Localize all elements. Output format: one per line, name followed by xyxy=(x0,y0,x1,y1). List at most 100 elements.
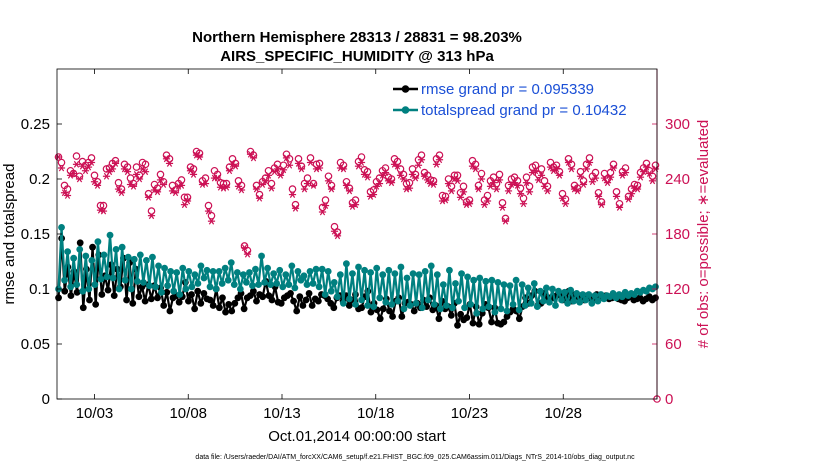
rmse-marker xyxy=(302,296,310,304)
rmse-marker xyxy=(268,296,276,304)
obs-evaluated-marker xyxy=(645,170,654,177)
totalspread-marker xyxy=(282,271,290,279)
asterisk-stroke xyxy=(604,179,611,187)
totalspread-marker xyxy=(115,285,123,293)
totalspread-marker xyxy=(73,281,81,288)
asterisk-stroke xyxy=(61,189,68,197)
obs-evaluated-marker xyxy=(243,250,252,258)
asterisk-stroke xyxy=(568,165,575,173)
totalspread-marker xyxy=(327,287,335,295)
rmse-marker xyxy=(435,315,443,323)
totalspread-marker xyxy=(306,268,314,275)
totalspread-marker xyxy=(349,270,356,277)
totalspread-marker xyxy=(406,302,414,309)
obs-evaluated-marker xyxy=(591,174,600,182)
rmse-marker xyxy=(225,301,233,308)
asterisk-stroke xyxy=(373,182,380,190)
y-left-tick-label: 0.1 xyxy=(29,281,50,298)
totalspread-marker xyxy=(142,257,150,264)
rmse-marker xyxy=(296,293,304,301)
asterisk-stroke xyxy=(280,166,287,174)
asterisk-stroke xyxy=(343,182,350,189)
obs-evaluated-marker xyxy=(555,171,564,179)
x-tick-label: 10/08 xyxy=(169,405,207,422)
rmse-marker xyxy=(299,302,307,309)
rmse-marker xyxy=(92,301,100,308)
obs-evaluated-marker xyxy=(459,188,468,196)
asterisk-stroke xyxy=(430,181,437,188)
obs-evaluated-marker xyxy=(240,244,249,252)
totalspread-marker xyxy=(336,271,344,279)
asterisk-stroke xyxy=(148,212,155,220)
obs-evaluated-marker xyxy=(417,156,426,164)
asterisk-stroke xyxy=(328,185,335,193)
obs-evaluated-marker xyxy=(633,185,642,193)
obs-evaluated-marker xyxy=(357,159,366,166)
asterisk-stroke xyxy=(247,150,254,158)
asterisk-stroke xyxy=(544,187,551,195)
totalspread-marker xyxy=(185,268,193,275)
rmse-marker xyxy=(110,292,118,299)
obs-evaluated-marker xyxy=(177,182,186,189)
obs-evaluated-marker xyxy=(129,182,138,190)
totalspread-marker xyxy=(309,280,317,287)
totalspread-marker xyxy=(258,252,265,260)
asterisk-stroke xyxy=(505,187,512,195)
y-right-tick-label: 240 xyxy=(665,171,690,188)
asterisk-stroke xyxy=(442,196,449,204)
asterisk-stroke xyxy=(502,217,509,225)
obs-evaluated-marker xyxy=(327,185,336,193)
totalspread-marker xyxy=(582,296,590,304)
totalspread-marker xyxy=(564,299,572,307)
asterisk-stroke xyxy=(628,190,635,198)
obs-evaluated-marker xyxy=(576,172,585,180)
obs-evaluated-marker xyxy=(267,184,276,192)
asterisk-stroke xyxy=(232,162,239,170)
obs-possible-marker xyxy=(141,160,150,169)
asterisk-stroke xyxy=(565,159,572,166)
asterisk-stroke xyxy=(532,167,539,175)
legend-box xyxy=(390,77,656,119)
asterisk-stroke xyxy=(334,232,341,240)
asterisk-stroke xyxy=(298,165,305,173)
totalspread-marker xyxy=(176,291,184,298)
obs-evaluated-marker xyxy=(444,180,453,187)
totalspread-marker xyxy=(333,293,341,301)
asterisk-stroke xyxy=(229,160,236,168)
totalspread-marker xyxy=(497,305,505,313)
obs-evaluated-marker xyxy=(315,164,324,172)
totalspread-marker xyxy=(252,265,259,273)
obs-possible-marker xyxy=(132,163,141,171)
asterisk-stroke xyxy=(283,154,290,162)
rmse-marker xyxy=(488,318,495,326)
asterisk-stroke xyxy=(577,172,584,180)
asterisk-stroke xyxy=(172,189,179,197)
totalspread-marker xyxy=(591,292,599,299)
asterisk-stroke xyxy=(511,179,518,187)
obs-evaluated-marker xyxy=(279,166,288,174)
asterisk-stroke xyxy=(421,172,428,180)
asterisk-stroke xyxy=(208,217,215,225)
totalspread-marker xyxy=(576,298,584,306)
asterisk-stroke xyxy=(556,171,563,179)
obs-possible-marker xyxy=(489,173,498,181)
totalspread-marker xyxy=(594,297,602,305)
asterisk-stroke xyxy=(361,171,368,178)
totalspread-marker xyxy=(152,283,159,291)
totalspread-marker xyxy=(346,295,353,303)
asterisk-stroke xyxy=(88,159,95,166)
obs-evaluated-marker xyxy=(612,193,621,200)
asterisk-stroke xyxy=(562,200,569,208)
asterisk-stroke xyxy=(295,160,302,167)
totalspread-marker xyxy=(200,274,208,282)
asterisk-stroke xyxy=(145,193,152,201)
totalspread-marker xyxy=(212,285,220,293)
asterisk-stroke xyxy=(382,169,389,176)
totalspread-marker xyxy=(303,281,311,288)
asterisk-stroke xyxy=(250,154,257,162)
asterisk-stroke xyxy=(286,161,293,169)
x-tick-label: 10/18 xyxy=(357,405,395,422)
asterisk-stroke xyxy=(475,185,482,193)
totalspread-marker xyxy=(61,276,68,284)
obs-evaluated-marker xyxy=(345,187,354,195)
